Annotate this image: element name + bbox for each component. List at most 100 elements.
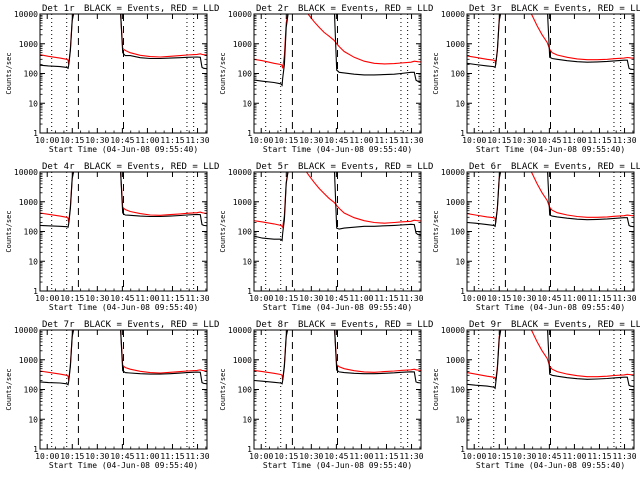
x-tick-label: 11:00 <box>349 136 373 145</box>
x-tick-label: 10:15 <box>60 294 84 303</box>
legend-text: BLACK = Events, RED = LLD <box>298 162 433 172</box>
x-tick-label: 10:30 <box>299 294 323 303</box>
y-tick-label: 10000 <box>228 168 252 177</box>
x-tick-label: 10:45 <box>324 452 348 461</box>
y-axis-label: Counts/sec <box>432 52 440 94</box>
legend-text: BLACK = Events, RED = LLD <box>511 162 640 172</box>
series-line-events <box>40 330 207 386</box>
panel-9: Det 9r BLACK = Events, RED = LLD 1 10 100 100… <box>432 320 640 470</box>
y-tick-label: 1 <box>460 445 465 454</box>
y-tick-label: 10 <box>455 257 465 266</box>
y-tick-label: 1000 <box>19 198 38 207</box>
y-tick-label: 10000 <box>441 326 465 335</box>
x-tick-label: 10:00 <box>35 136 59 145</box>
panel-title: Det 2r <box>256 4 289 14</box>
x-tick-label: 10:45 <box>110 452 134 461</box>
y-tick-label: 10000 <box>441 168 465 177</box>
x-tick-label: 11:00 <box>562 294 586 303</box>
panel-title: Det 1r <box>42 4 75 14</box>
x-axis-label: Start Time (04-Jun-08 09:55:40) <box>49 145 198 154</box>
x-tick-label: 10:45 <box>537 136 561 145</box>
x-tick-label: 10:15 <box>274 294 298 303</box>
x-tick-label: 10:00 <box>35 452 59 461</box>
legend-text: BLACK = Events, RED = LLD <box>84 4 219 14</box>
panel-title: Det 8r <box>256 320 289 330</box>
panel-2: Det 2r BLACK = Events, RED = LLD 1 10 100 100… <box>219 4 433 154</box>
x-tick-label: 11:00 <box>349 452 373 461</box>
x-axis-label: Start Time (04-Jun-08 09:55:40) <box>476 145 625 154</box>
x-tick-label: 10:30 <box>299 452 323 461</box>
x-tick-label: 11:00 <box>562 136 586 145</box>
x-tick-label: 10:00 <box>462 452 486 461</box>
x-tick-label: 10:45 <box>110 294 134 303</box>
y-tick-label: 100 <box>238 386 253 395</box>
y-axis-label: Counts/sec <box>219 52 227 94</box>
panel-title: Det 4r <box>42 162 75 172</box>
y-axis-label: Counts/sec <box>432 368 440 410</box>
x-tick-label: 11:15 <box>374 452 398 461</box>
x-tick-label: 10:00 <box>249 294 273 303</box>
x-tick-label: 10:15 <box>60 136 84 145</box>
y-tick-label: 10 <box>455 99 465 108</box>
y-tick-label: 100 <box>24 386 39 395</box>
y-tick-label: 10 <box>455 415 465 424</box>
panel-8: Det 8r BLACK = Events, RED = LLD 1 10 100 100… <box>219 320 433 470</box>
x-tick-label: 11:30 <box>399 452 423 461</box>
x-tick-label: 11:15 <box>374 136 398 145</box>
panel-title: Det 5r <box>256 162 289 172</box>
y-axis-label: Counts/sec <box>5 210 13 252</box>
x-axis-label: Start Time (04-Jun-08 09:55:40) <box>263 461 412 470</box>
x-tick-label: 10:30 <box>512 452 536 461</box>
y-tick-label: 1 <box>33 287 38 296</box>
legend-text: BLACK = Events, RED = LLD <box>511 320 640 330</box>
y-tick-label: 1000 <box>19 40 38 49</box>
x-tick-label: 11:30 <box>399 136 423 145</box>
panel-3: Det 3r BLACK = Events, RED = LLD 1 10 100 100… <box>432 4 640 154</box>
series-line-events <box>40 14 207 70</box>
panel-6: Det 6r BLACK = Events, RED = LLD 1 10 100 100… <box>432 162 640 312</box>
y-tick-label: 1000 <box>446 40 465 49</box>
x-tick-label: 11:00 <box>135 294 159 303</box>
x-tick-label: 10:30 <box>85 452 109 461</box>
x-axis-label: Start Time (04-Jun-08 09:55:40) <box>49 303 198 312</box>
panel-title: Det 7r <box>42 320 75 330</box>
y-tick-label: 10 <box>242 415 252 424</box>
x-axis-label: Start Time (04-Jun-08 09:55:40) <box>263 145 412 154</box>
y-axis-label: Counts/sec <box>432 210 440 252</box>
x-axis-label: Start Time (04-Jun-08 09:55:40) <box>49 461 198 470</box>
series-line-events <box>40 172 207 228</box>
y-tick-label: 10 <box>28 415 38 424</box>
y-tick-label: 1 <box>460 129 465 138</box>
panel-5: Det 5r BLACK = Events, RED = LLD 1 10 100 100… <box>219 162 433 312</box>
y-axis-label: Counts/sec <box>219 368 227 410</box>
x-tick-label: 10:15 <box>487 294 511 303</box>
legend-text: BLACK = Events, RED = LLD <box>84 162 219 172</box>
y-tick-label: 10000 <box>14 168 38 177</box>
x-tick-label: 10:00 <box>249 136 273 145</box>
series-line-lld <box>254 14 421 69</box>
x-tick-label: 11:15 <box>160 136 184 145</box>
x-tick-label: 11:30 <box>612 452 636 461</box>
y-tick-label: 10 <box>242 99 252 108</box>
x-tick-label: 10:00 <box>35 294 59 303</box>
x-tick-label: 11:00 <box>562 452 586 461</box>
y-tick-label: 10000 <box>14 326 38 335</box>
y-tick-label: 1000 <box>233 40 252 49</box>
x-tick-label: 11:30 <box>185 136 209 145</box>
y-tick-label: 10000 <box>228 326 252 335</box>
y-tick-label: 10000 <box>14 10 38 19</box>
x-tick-label: 10:45 <box>324 136 348 145</box>
series-line-events <box>467 14 634 71</box>
series-line-events <box>254 330 421 385</box>
legend-text: BLACK = Events, RED = LLD <box>298 4 433 14</box>
y-tick-label: 100 <box>24 70 39 79</box>
x-tick-label: 10:45 <box>110 136 134 145</box>
y-tick-label: 10 <box>242 257 252 266</box>
x-tick-label: 11:15 <box>587 136 611 145</box>
x-tick-label: 10:00 <box>462 294 486 303</box>
x-axis-label: Start Time (04-Jun-08 09:55:40) <box>476 303 625 312</box>
y-tick-label: 1 <box>247 129 252 138</box>
x-tick-label: 10:15 <box>274 136 298 145</box>
x-tick-label: 10:30 <box>512 294 536 303</box>
x-tick-label: 10:15 <box>60 452 84 461</box>
